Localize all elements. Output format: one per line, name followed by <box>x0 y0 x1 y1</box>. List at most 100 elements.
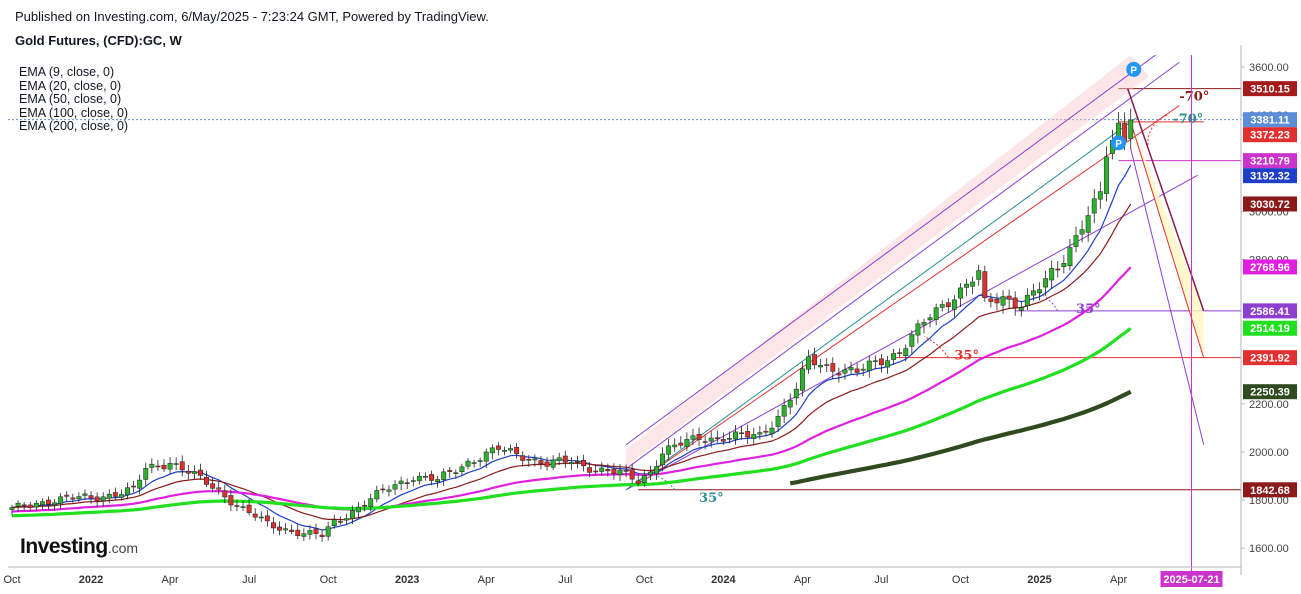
candle <box>179 455 185 477</box>
candle-body <box>1024 294 1030 307</box>
candle-body <box>27 504 33 508</box>
candle-body <box>337 521 343 523</box>
price-badge-label: 2250.39 <box>1250 387 1290 399</box>
candle-body <box>295 529 301 537</box>
candle <box>1091 189 1097 224</box>
time-label: Oct <box>3 574 20 586</box>
candle-body <box>216 487 222 490</box>
candle-body <box>897 352 903 354</box>
candle <box>307 525 313 540</box>
candle <box>848 361 854 375</box>
candle <box>635 474 641 487</box>
candle-body <box>872 360 878 362</box>
channel-upper-inner-line <box>625 61 1180 470</box>
candle <box>909 330 915 354</box>
candle-body <box>398 480 404 484</box>
candle <box>435 475 441 488</box>
candle <box>568 457 574 471</box>
ema-50-line <box>11 266 1132 513</box>
price-badge-bg <box>1243 153 1297 169</box>
candle-body <box>350 510 355 519</box>
trendline-red <box>625 105 1180 491</box>
candle-body <box>574 460 580 463</box>
candle-body <box>720 439 726 442</box>
candle <box>781 398 787 424</box>
candle-body <box>568 462 574 465</box>
candle <box>15 500 21 512</box>
candle-body <box>611 468 617 474</box>
candle <box>562 450 568 468</box>
candle <box>818 358 824 373</box>
candle <box>82 489 88 501</box>
candle-body <box>544 461 550 467</box>
candle-body <box>33 503 39 508</box>
candle <box>787 393 793 415</box>
legend-ema-100[interactable]: EMA (100, close, 0) <box>19 105 129 120</box>
candle <box>666 439 672 461</box>
price-badge: 2514.19 <box>1243 320 1297 336</box>
candle-body <box>678 442 684 446</box>
candle <box>605 463 611 477</box>
candle <box>726 431 732 444</box>
candle <box>976 264 982 286</box>
candle <box>465 458 471 470</box>
legend-ema-200[interactable]: EMA (200, close, 0) <box>19 119 129 134</box>
candle-body <box>447 470 453 472</box>
candle-body <box>1012 297 1018 309</box>
candle <box>915 319 921 344</box>
candle <box>891 348 897 365</box>
candle <box>64 491 70 502</box>
candle <box>885 355 890 374</box>
candle <box>903 344 909 362</box>
candle-body <box>94 496 100 502</box>
candle <box>921 318 927 334</box>
candle-body <box>76 496 82 500</box>
candle-body <box>270 522 276 529</box>
price-badge: 2768.96 <box>1243 259 1297 275</box>
time-label: Oct <box>636 574 653 586</box>
price-badge-label: 1842.68 <box>1250 485 1290 497</box>
candle <box>283 523 289 535</box>
candle <box>745 424 751 444</box>
candle-body <box>739 432 745 435</box>
candle <box>380 484 386 494</box>
price-badge-label: 3381.11 <box>1250 115 1289 127</box>
candle-body <box>471 462 477 464</box>
candle-body <box>112 492 118 497</box>
price-tick-label: 1600.00 <box>1249 543 1289 555</box>
candle <box>477 457 483 467</box>
candle <box>799 361 805 397</box>
candle <box>1085 206 1091 242</box>
candle <box>410 476 416 487</box>
candle <box>878 353 884 373</box>
candle <box>854 363 860 377</box>
price-badge-label: 3192.32 <box>1250 171 1290 183</box>
candle <box>964 278 970 297</box>
candle <box>1024 288 1030 310</box>
candle-body <box>374 490 380 500</box>
price-tick-label: 3600.00 <box>1249 62 1289 74</box>
candle <box>471 459 477 468</box>
candle <box>927 313 933 328</box>
candle-body <box>228 495 234 506</box>
candle <box>933 303 939 326</box>
candle <box>459 463 465 476</box>
candle-body <box>781 405 787 417</box>
candle <box>118 489 124 501</box>
legend-ema-50[interactable]: EMA (50, close, 0) <box>19 92 122 107</box>
legend-ema-9[interactable]: EMA (9, close, 0) <box>19 65 115 79</box>
time-label: Jul <box>242 574 256 586</box>
price-badge-bg <box>1243 482 1297 498</box>
legend-ema-20[interactable]: EMA (20, close, 0) <box>19 78 122 93</box>
candle-body <box>240 506 246 508</box>
candle <box>1128 108 1134 150</box>
candle <box>775 409 781 433</box>
candle <box>872 355 878 370</box>
candle <box>252 508 258 521</box>
candle-body <box>556 457 562 461</box>
candle-body <box>125 487 130 496</box>
candle-body <box>1018 307 1024 311</box>
candle-body <box>909 334 915 347</box>
candle <box>1097 181 1103 209</box>
